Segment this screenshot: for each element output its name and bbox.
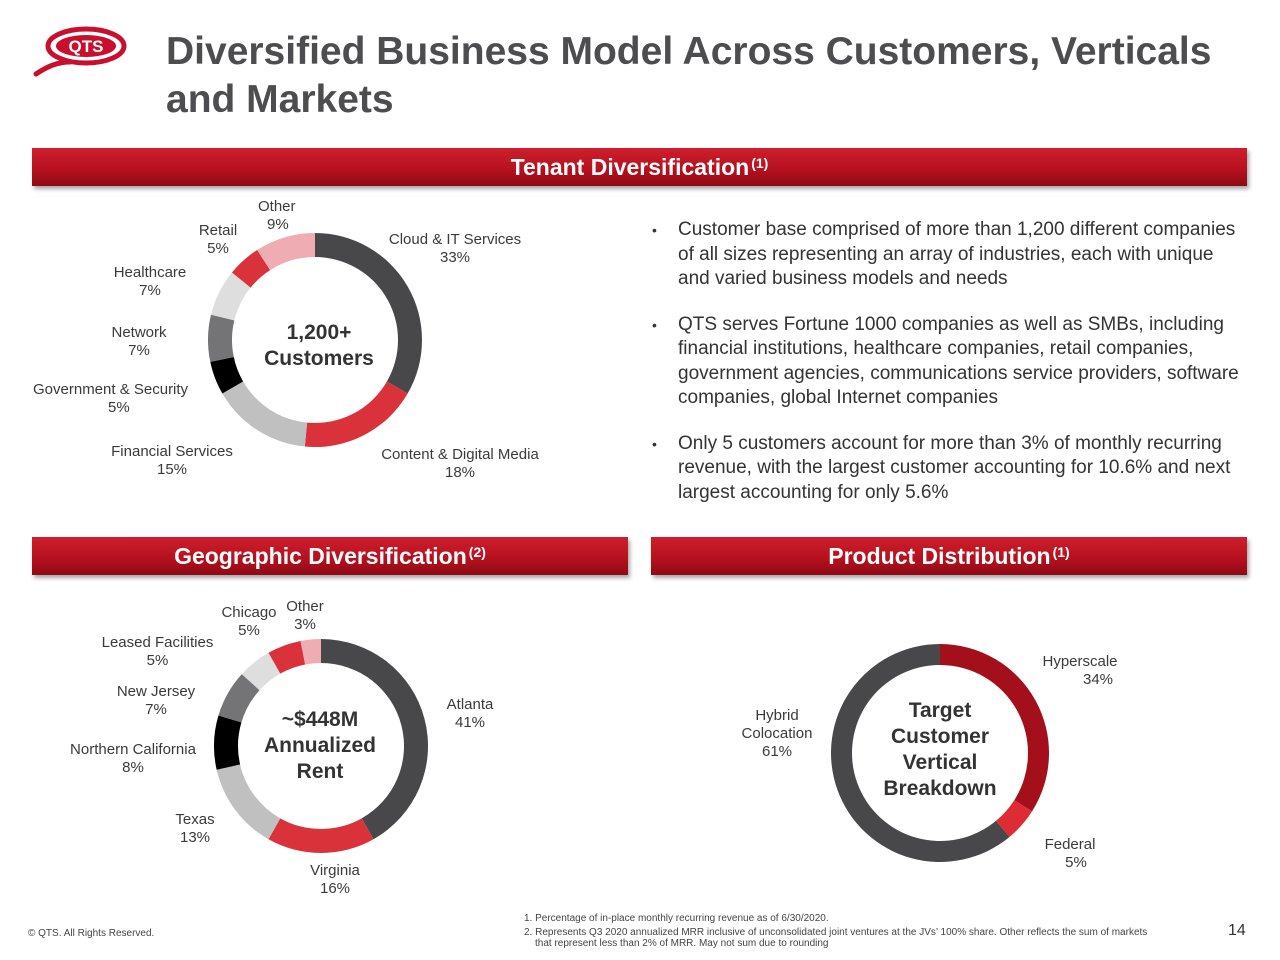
tenant-center-label: 1,200+ Customers bbox=[244, 320, 394, 372]
geographic-banner-label: Geographic Diversification bbox=[174, 542, 467, 569]
tenant-slice-other bbox=[257, 233, 315, 271]
tenant-label-network: Network 7% bbox=[111, 324, 167, 359]
tenant-slice-network bbox=[208, 314, 235, 362]
tenant-label-financial: Financial Services 15% bbox=[111, 443, 233, 478]
tenant-label-content: Content & Digital Media 18% bbox=[381, 446, 539, 481]
tenant-banner: Tenant Diversification (1) bbox=[32, 148, 1247, 186]
product-slice-hyperscale bbox=[940, 644, 1049, 812]
product-slice-hybrid-colocation bbox=[831, 644, 1010, 862]
geographic-label-texas: Texas 13% bbox=[175, 811, 215, 846]
product-banner-label: Product Distribution bbox=[828, 542, 1051, 569]
product-banner-footnote: (1) bbox=[1052, 544, 1070, 560]
tenant-slice-content-digital-media bbox=[304, 381, 408, 447]
tenant-label-other: Other 9% bbox=[258, 198, 296, 233]
geographic-slice-atlanta bbox=[321, 639, 428, 840]
product-donut-chart bbox=[831, 644, 1049, 862]
geographic-label-new-jersey: New Jersey 7% bbox=[116, 683, 196, 718]
qts-logo: QTS bbox=[33, 26, 127, 77]
product-label-hybrid-colocation: Hybrid Colocation 61% bbox=[741, 707, 813, 760]
geographic-slice-new-jersey bbox=[218, 674, 260, 723]
geographic-slice-northern-california bbox=[214, 715, 242, 770]
geographic-label-virginia: Virginia 16% bbox=[310, 862, 360, 897]
footnote-1: 1. Percentage of in-place monthly recurr… bbox=[524, 913, 829, 924]
bullet-item: • Customer base comprised of more than 1,… bbox=[652, 219, 1236, 289]
product-center-line4: Breakdown bbox=[883, 777, 997, 800]
geographic-slice-other bbox=[300, 639, 321, 665]
copyright: © QTS. All Rights Reserved. bbox=[28, 928, 155, 939]
geographic-donut-chart bbox=[214, 639, 428, 853]
geographic-slice-virginia bbox=[268, 818, 374, 853]
geographic-label-leased-facilities: Leased Facilities 5% bbox=[101, 634, 214, 669]
geographic-slice-leased-facilities bbox=[241, 652, 281, 691]
tenant-slice-cloud-it-services bbox=[315, 233, 422, 394]
footnote-2-continued: that represent less than 2% of MRR. May … bbox=[535, 938, 829, 949]
bullet-item: • Only 5 customers account for more than … bbox=[652, 432, 1231, 503]
geographic-label-atlanta: Atlanta 41% bbox=[446, 696, 494, 731]
geographic-slice-texas bbox=[216, 764, 281, 840]
tenant-slice-government-security bbox=[210, 356, 244, 394]
tenant-label-government: Government & Security 5% bbox=[33, 381, 189, 416]
geographic-center-line3: Rent bbox=[296, 760, 344, 783]
tenant-slice-financial-services bbox=[222, 381, 308, 447]
product-slice-federal bbox=[996, 800, 1033, 837]
bullet-item: • QTS serves Fortune 1000 companies as we… bbox=[652, 313, 1239, 409]
tenant-slice-healthcare bbox=[211, 272, 251, 321]
geographic-label-other: Other 3% bbox=[286, 598, 324, 633]
product-center-line2: Customer bbox=[890, 725, 990, 748]
tenant-label-healthcare: Healthcare 7% bbox=[113, 264, 187, 299]
tenant-center-line1: 1,200+ bbox=[286, 321, 352, 344]
tenant-banner-label: Tenant Diversification bbox=[510, 153, 750, 180]
tenant-label-cloud: Cloud & IT Services 33% bbox=[388, 231, 522, 266]
product-center-line3: Vertical bbox=[902, 751, 978, 774]
product-center-line1: Target bbox=[908, 699, 972, 722]
tenant-slice-retail bbox=[231, 249, 271, 288]
product-banner: Product Distribution (1) bbox=[651, 537, 1247, 575]
geographic-label-northern-california: Northern California 8% bbox=[70, 741, 196, 776]
geographic-center-label: ~$448M Annualized Rent bbox=[250, 707, 390, 785]
geographic-center-line2: Annualized bbox=[263, 734, 376, 757]
geographic-banner-footnote: (2) bbox=[468, 544, 486, 560]
footnote-2: 2. Represents Q3 2020 annualized MRR inc… bbox=[524, 927, 1148, 938]
geographic-banner: Geographic Diversification (2) bbox=[32, 537, 628, 575]
product-label-federal: Federal 5% bbox=[1044, 836, 1096, 871]
tenant-banner-footnote: (1) bbox=[751, 155, 769, 171]
page-number: 14 bbox=[1228, 922, 1246, 939]
page-title-line1: Diversified Business Model Across Custom… bbox=[166, 30, 1212, 73]
geographic-center-line1: ~$448M bbox=[281, 708, 359, 731]
page-title: Diversified Business Model Across Custom… bbox=[166, 28, 1266, 124]
logo-text: QTS bbox=[69, 37, 104, 56]
product-center-label: Target Customer Vertical Breakdown bbox=[870, 698, 1010, 802]
page-title-line2: and Markets bbox=[166, 78, 394, 121]
geographic-slice-chicago bbox=[268, 640, 306, 674]
product-label-hyperscale: Hyperscale 34% bbox=[1042, 653, 1118, 688]
bullet-list: • Customer base comprised of more than 1,… bbox=[650, 218, 1250, 526]
tenant-label-retail: Retail 5% bbox=[198, 222, 238, 257]
tenant-center-line2: Customers bbox=[264, 347, 374, 370]
geographic-label-chicago: Chicago 5% bbox=[221, 604, 277, 639]
tenant-donut-chart bbox=[208, 233, 422, 447]
